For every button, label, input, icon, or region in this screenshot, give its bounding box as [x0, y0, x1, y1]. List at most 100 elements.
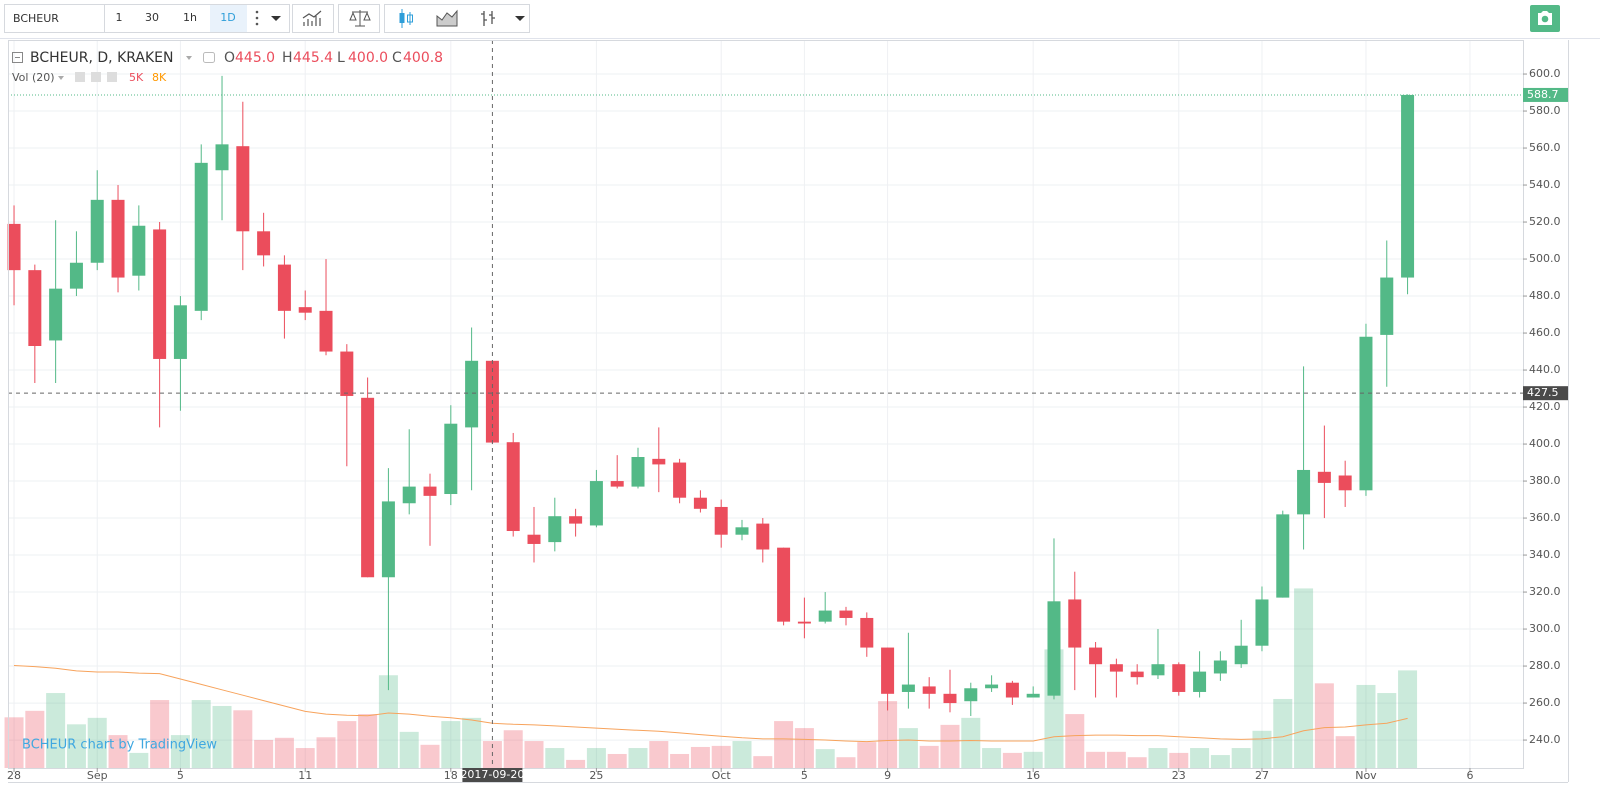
interval-button[interactable]: 1h	[183, 11, 197, 24]
visibility-icon[interactable]	[75, 72, 85, 82]
y-tick-label: 240.0	[1529, 733, 1561, 746]
volume-bar	[87, 717, 107, 768]
volume-bar	[399, 731, 419, 768]
symbol-box[interactable]	[4, 4, 105, 33]
x-tick-label: 16	[1026, 769, 1040, 782]
candle-body	[1297, 469, 1311, 515]
interval-button[interactable]: 30	[145, 11, 159, 24]
volume-bar	[1252, 730, 1272, 768]
y-tick-label: 560.0	[1529, 141, 1561, 154]
candle-body	[610, 481, 624, 487]
y-tick-label: 420.0	[1529, 400, 1561, 413]
candle-body	[777, 547, 791, 622]
candle-body	[985, 684, 999, 689]
volume-bar	[711, 745, 731, 768]
volume-bar	[233, 710, 253, 768]
volume-bar	[1335, 736, 1355, 768]
settings-icon[interactable]	[203, 52, 215, 63]
volume-bar	[274, 737, 294, 768]
volume-bar	[1398, 670, 1418, 768]
candle-body	[402, 486, 416, 504]
volume-bar	[1294, 588, 1314, 768]
y-tick-label: 280.0	[1529, 659, 1561, 672]
collapse-icon[interactable]	[12, 52, 23, 63]
compare-icon	[349, 10, 371, 27]
volume-bar	[462, 717, 482, 768]
remove-icon[interactable]	[107, 72, 117, 82]
x-tick-label: 23	[1172, 769, 1186, 782]
x-tick-label: 9	[884, 769, 891, 782]
y-tick-label: 320.0	[1529, 585, 1561, 598]
dropdown-icon[interactable]	[58, 76, 64, 80]
candle-body	[1193, 671, 1207, 692]
candle-body	[1068, 599, 1082, 648]
volume-bar	[129, 752, 149, 768]
dropdown-icon[interactable]	[186, 56, 192, 60]
candle-body	[506, 442, 520, 532]
dropdown-icon[interactable]	[515, 16, 525, 21]
interval-button[interactable]: 1	[116, 11, 123, 24]
candles-icon[interactable]	[399, 13, 405, 23]
candle-body	[1401, 94, 1415, 278]
x-tick-label: 5	[177, 769, 184, 782]
x-tick-label: 6	[1466, 769, 1473, 782]
y-tick-label: 520.0	[1529, 215, 1561, 228]
candle-body	[735, 527, 749, 535]
volume-bar	[919, 745, 939, 768]
volume-bar	[378, 675, 398, 768]
volume-bar	[1273, 698, 1293, 768]
candle-body	[714, 506, 728, 535]
candle-body	[839, 610, 853, 618]
candle-body	[1317, 471, 1331, 483]
volume-legend-value: 5K	[129, 71, 144, 84]
candle-body	[236, 146, 250, 232]
volume-bar	[358, 714, 378, 768]
volume-bar	[25, 710, 45, 768]
ohlc-value: 445.4	[293, 50, 333, 66]
candle-body	[1151, 664, 1165, 676]
volume-bar	[774, 721, 794, 768]
area-icon[interactable]	[436, 9, 458, 27]
y-tick-label: 360.0	[1529, 511, 1561, 524]
candle-body	[631, 457, 645, 487]
more-icon[interactable]	[255, 10, 259, 26]
compare-button[interactable]	[338, 4, 380, 33]
candle-body	[132, 225, 146, 276]
candle-body	[964, 688, 978, 702]
candle-body	[1276, 514, 1290, 598]
symbol[interactable]: BCHEUR	[13, 12, 59, 25]
volume-ma-line	[13, 665, 1408, 743]
bars-icon[interactable]	[481, 11, 495, 26]
x-tick-label: 11	[298, 769, 312, 782]
candle-body	[943, 693, 957, 704]
x-tick-label: 5	[801, 769, 808, 782]
volume-bar	[66, 724, 86, 768]
ohlc-key: C	[392, 50, 402, 66]
candles-icon[interactable]	[407, 14, 413, 23]
volume-bar	[191, 700, 211, 768]
x-tick-label: Oct	[712, 769, 732, 782]
volume-bar	[961, 717, 981, 768]
settings-icon[interactable]	[91, 72, 101, 82]
volume-bar	[670, 753, 690, 768]
volume-bar	[503, 730, 523, 768]
interval-button[interactable]: 1D	[220, 11, 235, 24]
volume-bar	[940, 724, 960, 768]
candle-body	[1172, 664, 1186, 692]
candle-body	[589, 481, 603, 526]
volume-bar	[46, 693, 66, 768]
y-tick-label: 480.0	[1529, 289, 1561, 302]
x-tick-label: 27	[1255, 769, 1269, 782]
interval-group	[104, 4, 290, 33]
dropdown-icon[interactable]	[271, 16, 281, 21]
indicators-button[interactable]	[292, 4, 334, 33]
plot-area	[4, 40, 1523, 768]
crosshair-date-marker	[462, 768, 523, 782]
toolbar: BCHEUR 1 30 1h 1D	[0, 4, 1600, 39]
volume-bar	[732, 741, 752, 768]
volume-bar	[1106, 751, 1126, 768]
candle-body	[1089, 647, 1103, 665]
volume-bar	[212, 705, 232, 768]
